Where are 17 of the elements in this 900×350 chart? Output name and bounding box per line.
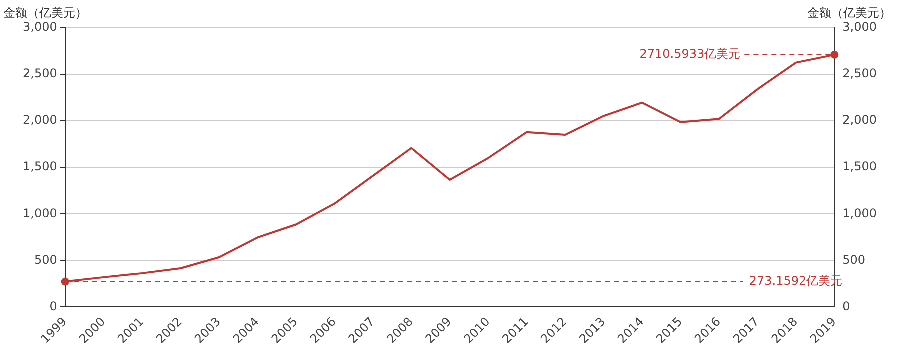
y-tick-label: 0 xyxy=(50,299,58,314)
y2-axis-title: 金额（亿美元） xyxy=(808,6,892,20)
y2-tick-label: 1,000 xyxy=(842,206,878,220)
ref-line-label: 2710.5933亿美元 xyxy=(640,47,741,62)
y2-tick-label: 1,500 xyxy=(842,160,878,174)
y2-tick-label: 3,000 xyxy=(842,20,878,34)
y-tick-label: 2,000 xyxy=(22,113,58,128)
y2-tick-label: 2,000 xyxy=(842,113,878,128)
y2-tick-label: 2,500 xyxy=(842,66,878,81)
y-tick-label: 1,000 xyxy=(22,206,58,220)
y-tick-label: 500 xyxy=(34,252,58,267)
y-axis-title: 金额（亿美元） xyxy=(3,6,88,20)
y2-tick-label: 500 xyxy=(842,252,866,267)
y-tick-label: 1,500 xyxy=(22,160,58,174)
y2-tick-label: 0 xyxy=(842,299,850,314)
y-tick-label: 2,500 xyxy=(22,66,58,81)
y-tick-label: 3,000 xyxy=(22,20,58,34)
